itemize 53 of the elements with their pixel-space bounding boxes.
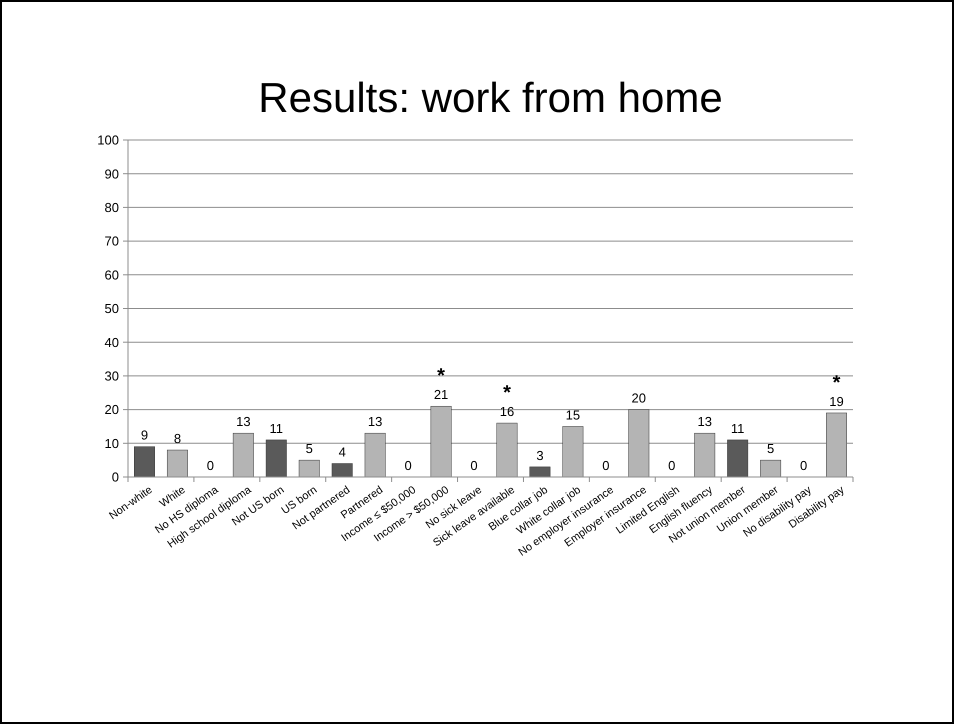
data-label: 0 bbox=[800, 458, 808, 473]
y-tick-label: 40 bbox=[104, 334, 119, 350]
bar bbox=[266, 440, 287, 478]
data-label: 13 bbox=[368, 414, 382, 430]
bar bbox=[232, 432, 254, 478]
bar bbox=[727, 440, 748, 478]
data-label: 11 bbox=[270, 420, 284, 436]
bar bbox=[134, 446, 155, 478]
chart-title: Results: work from home bbox=[258, 74, 723, 121]
bar bbox=[364, 432, 386, 478]
y-tick-label: 80 bbox=[104, 200, 119, 215]
data-label: 8 bbox=[174, 431, 182, 446]
annotation: * bbox=[503, 382, 512, 404]
bar bbox=[430, 406, 452, 478]
y-tick-label: 30 bbox=[104, 368, 119, 384]
bar bbox=[496, 422, 518, 478]
y-tick-label: 0 bbox=[112, 470, 119, 485]
bar bbox=[529, 466, 550, 478]
data-label: 0 bbox=[602, 458, 610, 473]
data-label: 15 bbox=[566, 407, 580, 422]
bar bbox=[298, 460, 320, 478]
data-label: 20 bbox=[632, 390, 646, 406]
annotation: * bbox=[437, 365, 446, 388]
y-tick-label: 90 bbox=[104, 166, 119, 182]
data-label: 16 bbox=[500, 404, 514, 420]
data-label: 4 bbox=[338, 444, 346, 460]
bar bbox=[562, 426, 584, 478]
bar bbox=[760, 460, 782, 478]
annotation: * bbox=[832, 372, 841, 394]
bar bbox=[694, 432, 716, 478]
y-tick-label: 50 bbox=[104, 301, 119, 316]
y-tick-label: 70 bbox=[104, 234, 119, 249]
data-label: 3 bbox=[536, 448, 544, 463]
data-label: 19 bbox=[829, 394, 844, 409]
bar bbox=[826, 412, 847, 478]
bar bbox=[332, 463, 353, 478]
y-tick-label: 60 bbox=[104, 267, 119, 282]
data-label: 0 bbox=[470, 458, 478, 473]
data-label: 11 bbox=[730, 420, 744, 436]
data-label: 0 bbox=[668, 458, 676, 473]
data-label: 9 bbox=[140, 428, 148, 443]
y-tick-label: 10 bbox=[104, 436, 119, 451]
data-label: 13 bbox=[697, 414, 712, 430]
y-tick-label: 100 bbox=[97, 132, 119, 148]
data-label: 5 bbox=[306, 441, 313, 456]
data-label: 5 bbox=[766, 441, 774, 456]
data-label: 13 bbox=[236, 414, 251, 430]
data-label: 21 bbox=[434, 387, 448, 402]
data-label: 0 bbox=[206, 458, 214, 473]
data-label: 0 bbox=[404, 458, 412, 473]
y-tick-label: 20 bbox=[104, 402, 119, 418]
bar bbox=[166, 450, 188, 478]
bar bbox=[628, 409, 650, 478]
